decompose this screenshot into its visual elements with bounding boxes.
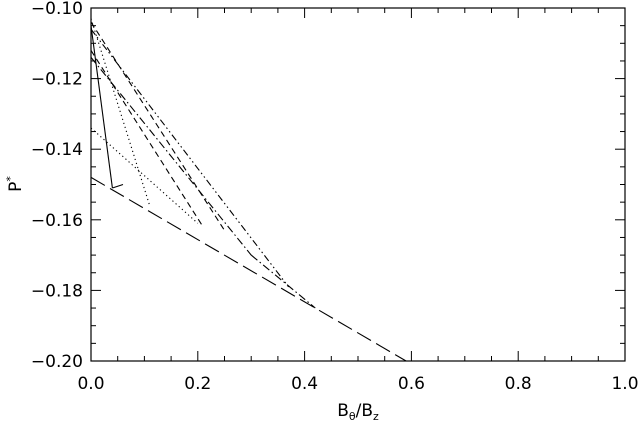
y-tick-label: −0.10 [31,0,83,19]
x-tick-label: 0.0 [77,374,104,394]
y-tick-label: −0.18 [31,281,83,301]
series-line-8 [250,254,316,309]
x-tick-label: 1.0 [611,374,638,394]
series-line-9 [90,28,290,288]
series-line-4 [90,127,199,224]
axis-ticks: 0.0 0.2 0.4 0.6 0.8 1.0 −0.20 −0.18 −0.16 −0.14 −0… [31,0,638,394]
x-axis-label: Bθ/Bz [337,401,379,423]
y-axis-label: P* [4,176,26,192]
x-tick-label: 0.8 [505,374,532,394]
y-tick-label: −0.16 [31,211,83,231]
series-line-3 [90,18,151,206]
plot-frame [90,7,626,362]
series-line-6 [90,21,225,231]
series-line-7 [90,57,252,256]
series-layer [90,18,407,362]
series-line-1 [90,25,113,189]
series-line-5 [90,50,204,228]
y-tick-label: −0.12 [31,70,83,90]
x-tick-label: 0.6 [398,374,425,394]
series-line-2 [112,183,124,189]
y-tick-label: −0.20 [31,352,83,372]
x-tick-label: 0.4 [291,374,318,394]
series-line-10 [90,176,407,362]
x-tick-label: 0.2 [184,374,211,394]
y-tick-label: −0.14 [31,140,83,160]
